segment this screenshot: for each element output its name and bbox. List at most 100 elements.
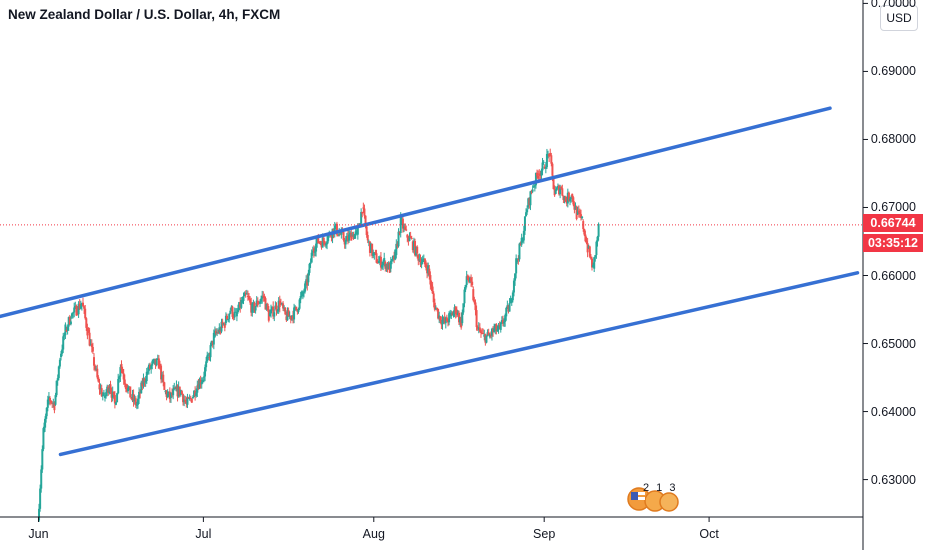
candle-body [257, 302, 260, 304]
candle-body [335, 223, 338, 235]
candle-body [99, 388, 102, 390]
candle-body [431, 286, 434, 294]
candle-body [249, 299, 252, 303]
candle-body [268, 313, 271, 317]
candle-body [511, 292, 514, 301]
candle-body [397, 231, 400, 247]
candle-body [444, 317, 447, 324]
currency-button[interactable]: USD [880, 5, 918, 31]
candle-body [118, 376, 121, 379]
candle-body [490, 328, 493, 336]
candle-body [467, 279, 470, 282]
candle-body [98, 384, 101, 390]
candle-body [426, 267, 429, 274]
candle-body [69, 321, 72, 325]
candle-body [265, 303, 268, 310]
economic-events-marker[interactable]: 2 1 3 [625, 481, 685, 515]
candle-body [194, 390, 197, 396]
candle-body [131, 394, 134, 398]
candle-body [450, 312, 453, 317]
candle-body [73, 307, 76, 313]
candle-body [559, 188, 562, 195]
candle-body [258, 301, 261, 304]
candle-body [142, 378, 145, 385]
candle-body [430, 284, 433, 287]
candle-body [58, 359, 61, 367]
candle-body [89, 343, 92, 346]
candle-body [286, 310, 289, 321]
candle-body [63, 335, 66, 337]
candle-body [498, 325, 501, 327]
candle-body [255, 300, 258, 307]
candle-body [196, 385, 199, 393]
candle-body [305, 279, 308, 284]
candle-body [177, 386, 180, 397]
candle-body [110, 391, 113, 398]
candle-body [175, 385, 178, 392]
candle-body [330, 235, 333, 239]
candle-body [245, 293, 248, 295]
candle-body [123, 379, 126, 385]
candle-body [298, 299, 301, 309]
candle-body [276, 310, 279, 312]
candle-body [127, 387, 130, 392]
candle-body [108, 387, 111, 393]
candle-body [218, 327, 221, 333]
candle-body [231, 306, 234, 317]
candle-body [178, 386, 181, 395]
candle-body [438, 315, 441, 319]
candle-body [74, 305, 77, 308]
candle-body [251, 303, 254, 313]
candle-body [366, 235, 369, 241]
candle-body [52, 402, 55, 404]
candle-body [383, 257, 386, 262]
candle-body [94, 365, 97, 370]
chart-title: New Zealand Dollar / U.S. Dollar, 4h, FX… [8, 7, 281, 22]
candle-body [166, 393, 169, 397]
candle-body [129, 386, 132, 398]
candle-body [125, 384, 128, 392]
candle-body [538, 173, 541, 175]
candle-body [327, 235, 330, 242]
candle-body [297, 308, 300, 312]
events-flag-icon [627, 487, 679, 512]
candle-body [323, 241, 326, 245]
candle-body [346, 235, 349, 241]
candle-body [386, 264, 389, 270]
candle-body [529, 191, 532, 206]
candle-body [130, 397, 133, 400]
candle-body [370, 243, 373, 253]
candle-body [77, 303, 80, 315]
candle-body [173, 387, 176, 390]
candle-body [361, 211, 364, 214]
candle-body [338, 233, 341, 236]
candle-body [106, 386, 109, 393]
candle-body [144, 381, 147, 383]
candle-body [416, 246, 419, 254]
candle-body [150, 365, 153, 369]
candle-body [414, 240, 417, 256]
candle-body [398, 231, 401, 233]
candle-body [353, 234, 356, 239]
candle-body [561, 188, 564, 196]
candle-body [201, 379, 204, 382]
candle-body [324, 244, 327, 246]
candle-body [435, 307, 438, 309]
candle-body [586, 243, 589, 253]
candle-body [57, 366, 60, 379]
candle-body [595, 241, 598, 256]
candle-body [400, 218, 403, 222]
candle-body [556, 185, 559, 188]
candle-body [515, 258, 518, 274]
candle-body [394, 249, 397, 260]
candle-body [202, 376, 205, 378]
candle-body [47, 397, 50, 400]
candle-body [588, 246, 591, 257]
candle-body [219, 329, 222, 332]
candle-body [315, 243, 318, 252]
candle-body [399, 215, 402, 233]
candle-body [387, 263, 390, 270]
candle-body [406, 234, 409, 238]
candle-body [143, 378, 146, 383]
